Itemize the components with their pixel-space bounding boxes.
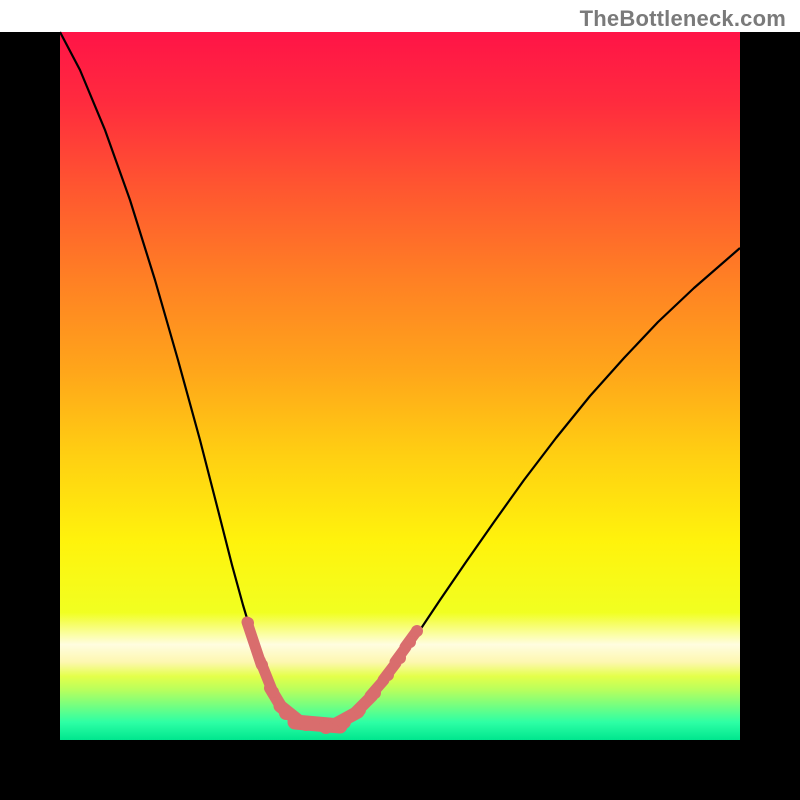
gradient-background	[60, 32, 740, 740]
chart-container: TheBottleneck.com	[0, 0, 800, 800]
watermark-label: TheBottleneck.com	[580, 6, 786, 32]
bottleneck-chart-svg	[0, 0, 800, 800]
